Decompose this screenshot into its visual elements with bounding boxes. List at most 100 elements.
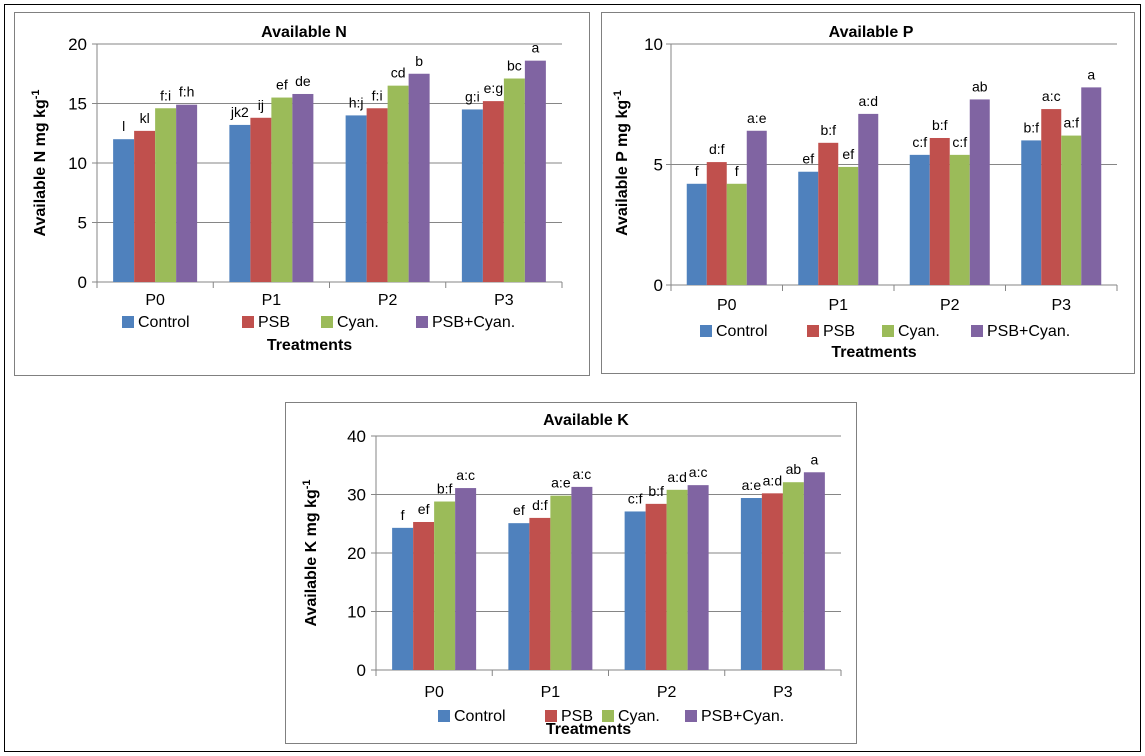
x-tick-label-p: P3 (1051, 297, 1071, 314)
legend-swatch-p (882, 325, 894, 337)
data-label-k: a (810, 451, 818, 467)
bar-k-P1-3 (571, 486, 593, 670)
bar-n-P3-2 (503, 78, 525, 282)
data-label-p: a:f (1063, 115, 1079, 131)
data-label-p: a:e (747, 110, 767, 126)
chart-available-p: 0 5 10 f d:f f a:e P0 ef b:f ef a:d P1 c:f b:f c:f ab P2 b… (612, 24, 1118, 361)
x-axis-label-k: Treatments (546, 721, 631, 738)
bar-p-P3-3 (1081, 87, 1102, 285)
bar-n-P0-0 (113, 139, 135, 282)
bar-k-P0-3 (455, 488, 477, 670)
y-axis-label-p: Available P mg kg-1 (612, 90, 631, 236)
chart-panel-available-k: 0 10 20 30 40 f ef b:f a:c P0 ef d:f a:e a:c P1 c:f b:f a… (285, 402, 857, 744)
bar-k-P2-3 (687, 485, 709, 670)
data-label-p: f (695, 163, 699, 179)
data-label-k: a:e (742, 477, 762, 493)
bar-p-P3-1 (1041, 109, 1062, 285)
bar-k-P0-2 (434, 501, 456, 670)
data-label-k: b:f (437, 481, 453, 497)
bar-n-P3-0 (461, 109, 483, 282)
data-label-n: b (415, 53, 423, 69)
bar-n-P1-0 (229, 124, 251, 282)
data-label-n: de (295, 73, 311, 89)
data-label-p: ef (842, 146, 854, 162)
legend-swatch-p (971, 325, 983, 337)
data-label-p: d:f (709, 141, 725, 157)
data-label-n: cd (391, 65, 406, 81)
x-axis-label-p: Treatments (831, 344, 916, 361)
legend-swatch-k (602, 710, 614, 722)
data-label-n: kl (140, 110, 150, 126)
bar-p-P3-0 (1021, 140, 1042, 285)
data-label-p: b:f (932, 117, 948, 133)
y-tick-label-n: 5 (78, 214, 87, 233)
x-tick-label-p: P2 (940, 297, 960, 314)
bar-n-P2-1 (366, 108, 388, 282)
x-tick-label-n: P3 (494, 292, 514, 309)
y-tick-label-k: 30 (347, 486, 366, 505)
bar-k-P1-0 (508, 523, 530, 670)
data-label-p: f (735, 163, 739, 179)
bar-p-P1-2 (838, 166, 859, 285)
data-label-n: ij (258, 97, 264, 113)
bar-p-P1-0 (798, 171, 819, 285)
bar-p-P1-1 (818, 142, 839, 285)
bar-k-P3-1 (761, 493, 783, 670)
bar-k-P1-2 (550, 495, 572, 670)
y-axis-label-k: Available K mg kg-1 (301, 479, 320, 626)
bar-p-P3-2 (1061, 135, 1082, 285)
y-tick-label-k: 20 (347, 544, 366, 563)
bar-n-P0-1 (134, 130, 156, 282)
x-tick-label-k: P1 (541, 684, 561, 701)
data-label-k: b:f (648, 483, 664, 499)
x-tick-label-n: P1 (262, 292, 282, 309)
data-label-p: a (1087, 66, 1095, 82)
data-label-n: bc (507, 58, 522, 74)
bar-k-P0-1 (413, 521, 435, 670)
data-label-k: d:f (532, 497, 548, 513)
x-tick-label-k: P3 (773, 684, 793, 701)
data-label-n: l (122, 118, 125, 134)
bar-k-P0-0 (392, 527, 414, 670)
x-tick-label-k: P0 (424, 684, 444, 701)
x-axis-label-n: Treatments (267, 337, 352, 354)
bar-n-P1-1 (250, 117, 272, 282)
x-tick-label-k: P2 (657, 684, 677, 701)
bar-n-P0-3 (176, 104, 198, 282)
x-tick-label-p: P0 (717, 297, 737, 314)
data-label-p: ef (802, 151, 814, 167)
legend-swatch-n (416, 316, 428, 328)
data-label-p: b:f (1023, 119, 1039, 135)
data-label-n: f:h (179, 84, 195, 100)
y-tick-label-n: 15 (68, 95, 87, 114)
legend-swatch-k (685, 710, 697, 722)
bar-k-P2-0 (624, 511, 646, 670)
legend-label-k: Control (454, 708, 506, 725)
y-tick-label-k: 10 (347, 603, 366, 622)
legend-label-p: PSB+Cyan. (987, 323, 1070, 340)
chart-panel-available-n: 0 5 10 15 20 l kl f:i f:h P0 jk2 ij ef de P1 h:j f:i cd b P… (14, 12, 590, 376)
legend-label-p: PSB (823, 323, 855, 340)
y-tick-label-p: 5 (654, 156, 663, 175)
bar-k-P1-1 (529, 517, 551, 670)
legend-label-n: Cyan. (337, 314, 379, 331)
data-label-k: ef (418, 501, 430, 517)
bar-p-P0-0 (686, 183, 707, 285)
bar-n-P3-1 (482, 101, 504, 283)
bar-p-P2-2 (949, 154, 970, 285)
bar-p-P2-1 (929, 137, 950, 285)
data-label-p: a:c (1042, 88, 1061, 104)
legend-swatch-k (545, 710, 557, 722)
page-border (4, 4, 1141, 752)
data-label-k: a:d (667, 469, 686, 485)
bar-n-P1-3 (292, 93, 314, 282)
y-tick-label-n: 10 (68, 154, 87, 173)
y-tick-label-p: 0 (654, 276, 663, 295)
legend-swatch-n (122, 316, 134, 328)
bar-p-P0-3 (746, 130, 767, 285)
legend-label-p: Control (716, 323, 768, 340)
data-label-k: a:e (551, 475, 571, 491)
y-tick-label-n: 0 (78, 273, 87, 292)
